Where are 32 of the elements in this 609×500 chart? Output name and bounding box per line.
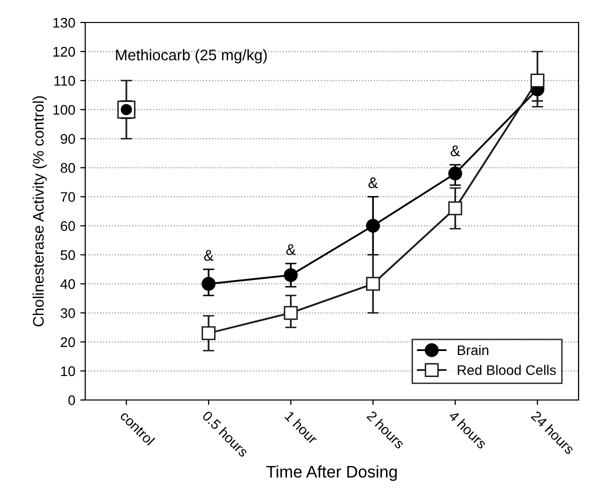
y-tick-label: 70 [60, 192, 75, 202]
y-tick-label: 130 [53, 18, 75, 28]
y-tick-label: 110 [54, 76, 75, 86]
legend-label: Brain [458, 344, 488, 356]
point [202, 276, 216, 291]
point [366, 218, 380, 233]
y-tick-label: 120 [53, 46, 75, 57]
x-axis-title: Time After Dosing [266, 465, 397, 481]
annotation: & [450, 145, 460, 156]
y-tick-label: 50 [60, 250, 75, 260]
point [448, 166, 462, 180]
y-tick-label: 30 [60, 308, 75, 318]
point [284, 268, 298, 282]
y-tick-label: 80 [60, 163, 75, 173]
point [448, 201, 462, 216]
y-axis-title: Cholinesterase Activity (% control) [32, 96, 47, 326]
annotation: Methiocarb (25 mg/kg) [116, 49, 267, 64]
annotation: & [368, 177, 378, 188]
point [202, 326, 216, 340]
y-tick-label: 40 [60, 279, 75, 290]
y-tick-label: 90 [60, 134, 75, 144]
point [284, 306, 298, 320]
y-tick-label: 20 [60, 337, 75, 348]
y-tick-label: 10 [61, 366, 75, 376]
point [530, 74, 544, 88]
y-tick-label: 100 [53, 104, 75, 115]
y-tick-label: 60 [60, 221, 75, 231]
annotation: & [286, 244, 296, 255]
point [366, 276, 380, 291]
legend-label: Red Blood Cells [458, 364, 556, 376]
y-tick-label: 0 [68, 395, 75, 406]
annotation: & [204, 250, 214, 261]
